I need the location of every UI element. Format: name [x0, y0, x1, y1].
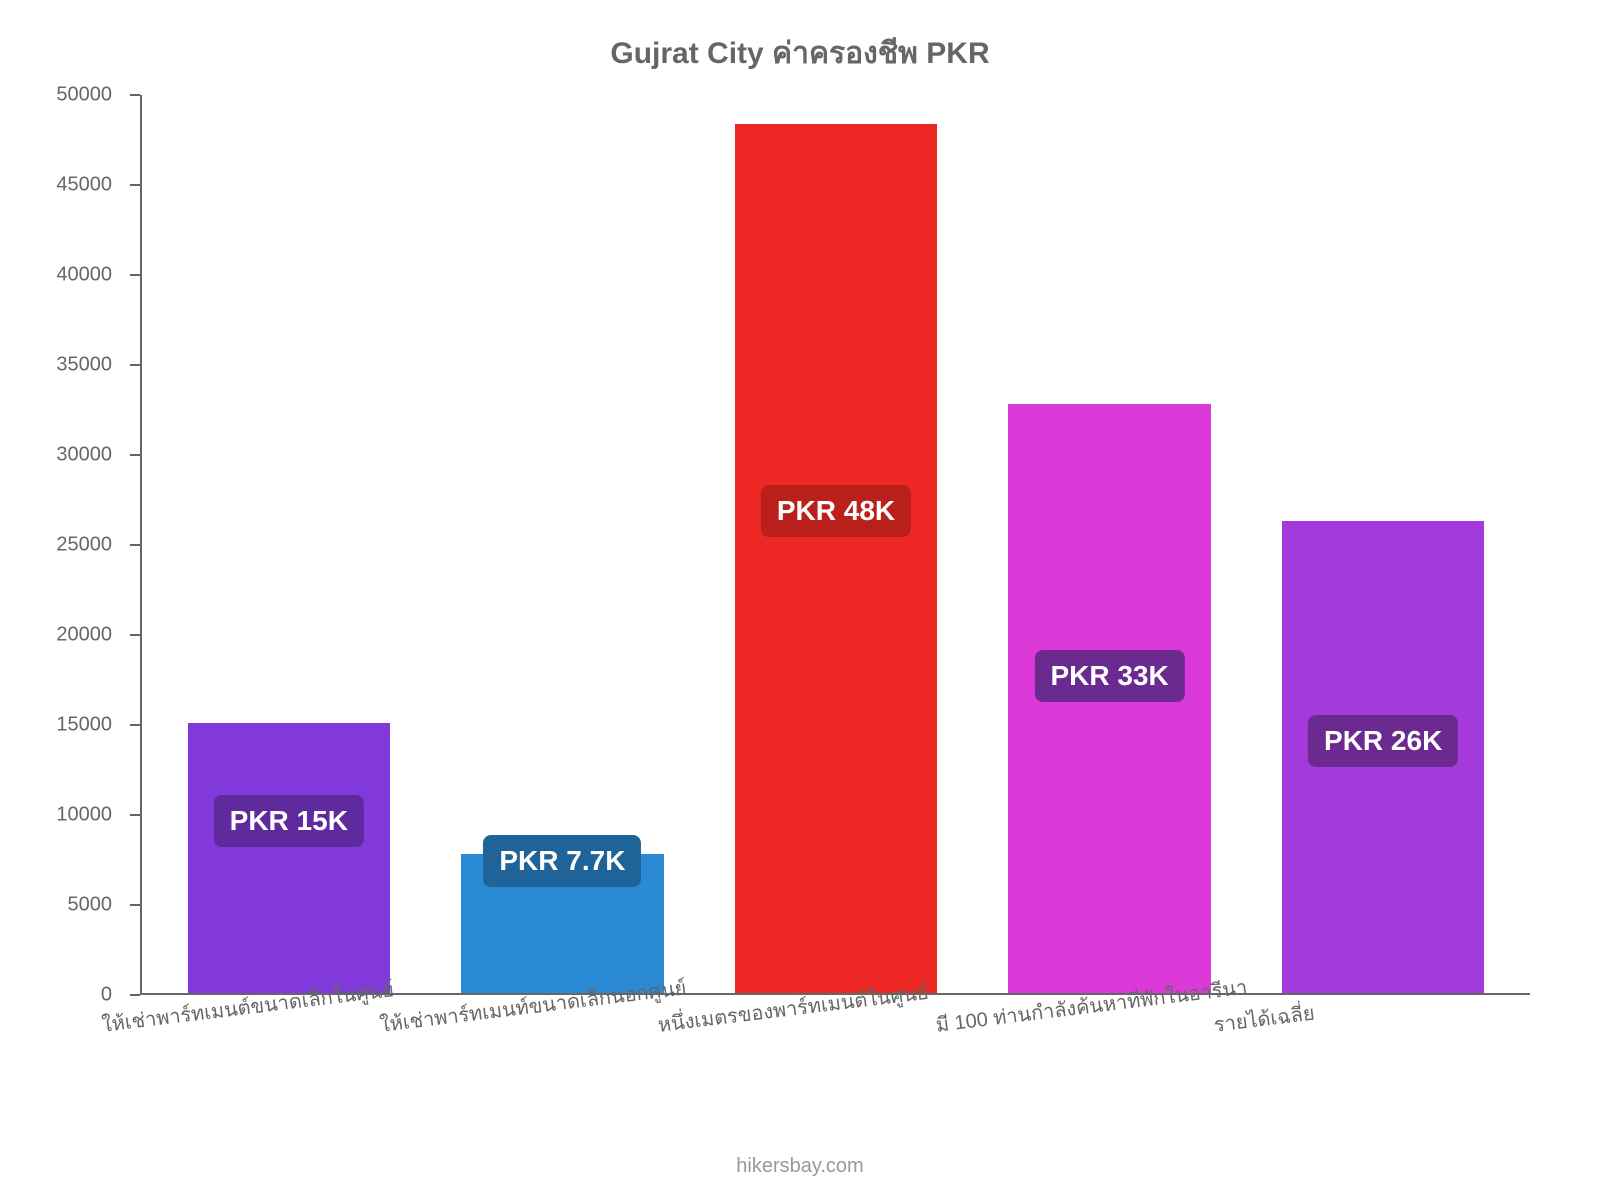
y-tick-mark	[130, 184, 140, 186]
attribution-text: hikersbay.com	[0, 1155, 1600, 1178]
y-tick-mark	[130, 364, 140, 366]
y-tick-mark	[130, 814, 140, 816]
bar-value-badge: PKR 48K	[761, 485, 911, 537]
y-tick-mark	[130, 904, 140, 906]
bars-container: PKR 15K PKR 7.7K PKR 48K PKR 33K PKR 26K	[142, 95, 1530, 993]
y-tick-mark	[130, 94, 140, 96]
y-tick-mark	[130, 994, 140, 996]
y-tick-label: 50000	[56, 84, 112, 107]
y-tick-label: 15000	[56, 714, 112, 737]
plot-area: PKR 15KPKR 7.7KPKR 48KPKR 33KPKR 26K 050…	[140, 95, 1530, 995]
bar-slot: PKR 15K	[152, 95, 426, 993]
x-axis-labels: ให้เช่าพาร์ทเมนต์ขนาดเล็กในศูนย์ให้เช่าพ…	[140, 995, 1530, 1095]
y-tick-mark	[130, 544, 140, 546]
bar-value-badge: PKR 33K	[1034, 650, 1184, 702]
bar-value-badge: PKR 26K	[1308, 715, 1458, 767]
y-tick-label: 45000	[56, 174, 112, 197]
x-label-slot: รายได้เฉลี่ย	[1252, 995, 1530, 1095]
bar-slot: PKR 7.7K	[426, 95, 700, 993]
y-tick-label: 10000	[56, 804, 112, 827]
y-tick-label: 20000	[56, 624, 112, 647]
y-tick-label: 30000	[56, 444, 112, 467]
chart-title: Gujrat City ค่าครองชีพ PKR	[50, 30, 1550, 77]
y-tick-mark	[130, 724, 140, 726]
y-tick-mark	[130, 274, 140, 276]
x-label-slot: ให้เช่าพาร์ทเมนต์ขนาดเล็กในศูนย์	[140, 995, 418, 1095]
y-tick-label: 5000	[68, 894, 113, 917]
bar-slot: PKR 48K	[699, 95, 973, 993]
x-label-slot: มี 100 ท่านกำลังค้นหาที่พักในอารีนา	[974, 995, 1252, 1095]
bar-value-badge: PKR 15K	[214, 795, 364, 847]
bar-value-badge: PKR 7.7K	[483, 835, 641, 887]
y-tick-label: 40000	[56, 264, 112, 287]
x-label-slot: ให้เช่าพาร์ทเมนท์ขนาดเล็กนอกศูนย์	[418, 995, 696, 1095]
y-tick-label: 25000	[56, 534, 112, 557]
x-label-slot: หนึ่งเมตรของพาร์ทเมนต์ในศูนย์	[696, 995, 974, 1095]
bar	[188, 723, 390, 993]
y-tick-mark	[130, 634, 140, 636]
y-tick-mark	[130, 454, 140, 456]
y-tick-label: 35000	[56, 354, 112, 377]
cost-of-living-chart: Gujrat City ค่าครองชีพ PKR PKR 15K PKR 7.…	[50, 30, 1550, 1110]
bar	[735, 124, 937, 993]
bar-slot: PKR 26K	[1246, 95, 1520, 993]
bar-slot: PKR 33K	[973, 95, 1247, 993]
y-tick-label: 0	[101, 984, 112, 1007]
